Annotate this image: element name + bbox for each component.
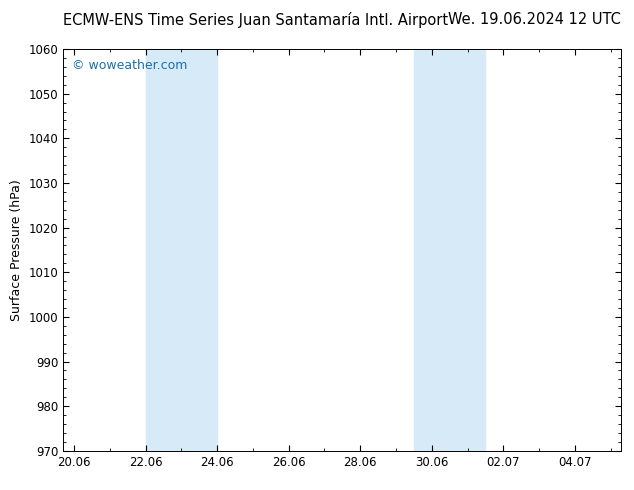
Y-axis label: Surface Pressure (hPa): Surface Pressure (hPa)	[10, 179, 23, 321]
Text: © woweather.com: © woweather.com	[72, 59, 187, 72]
Bar	[414, 49, 486, 451]
Text: ECMW-ENS Time Series Juan Santamaría Intl. Airport: ECMW-ENS Time Series Juan Santamaría Int…	[63, 12, 448, 28]
Bar	[146, 49, 217, 451]
Text: We. 19.06.2024 12 UTC: We. 19.06.2024 12 UTC	[448, 12, 621, 27]
